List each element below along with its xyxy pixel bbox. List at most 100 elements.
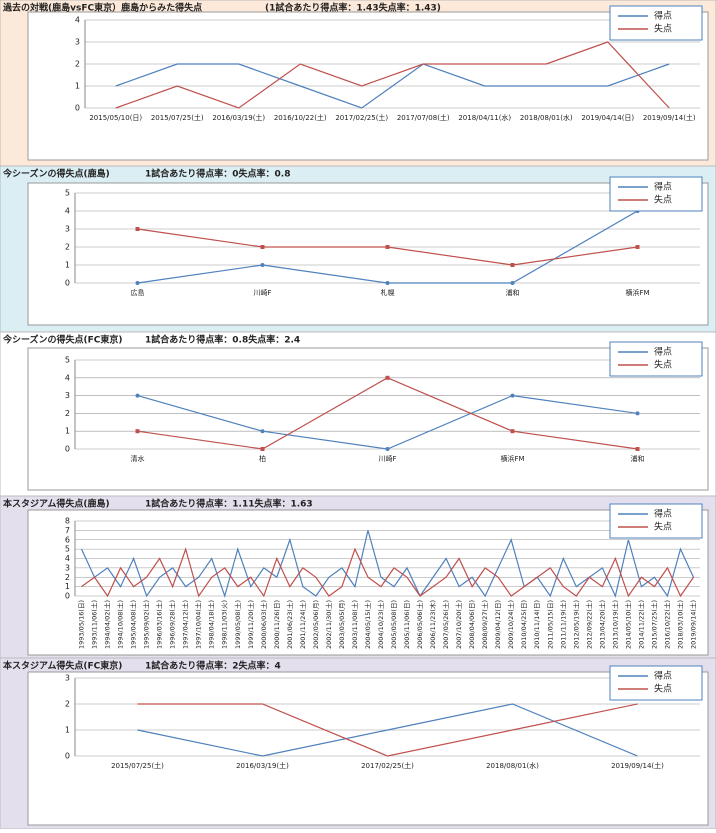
y-tick-label: 0 xyxy=(65,445,70,454)
y-tick-label: 6 xyxy=(65,535,70,544)
x-tick-label: 浦和 xyxy=(631,454,645,463)
point xyxy=(385,281,390,285)
x-tick-label: 2008/04/06(日) xyxy=(468,600,476,649)
y-tick-label: 1 xyxy=(75,82,80,91)
series-line xyxy=(115,41,670,109)
point xyxy=(510,281,515,285)
y-tick-label: 2 xyxy=(65,409,70,418)
point xyxy=(260,447,265,451)
x-tick-label: 2001/06/23(土) xyxy=(285,600,294,649)
y-tick-label: 7 xyxy=(65,526,70,535)
x-tick-label: 2019/09/14(土) xyxy=(688,600,697,649)
x-tick-label: 2001/11/24(土) xyxy=(298,600,307,649)
point xyxy=(635,411,640,416)
x-tick-label: 2005/11/06(日) xyxy=(403,600,411,649)
x-tick-label: 2017/07/08(土) xyxy=(397,113,450,122)
x-tick-label: 1998/11/03(火) xyxy=(221,600,229,649)
x-tick-label: 1994/10/08(土) xyxy=(116,600,125,649)
legend-box xyxy=(609,5,703,41)
y-tick-label: 0 xyxy=(75,104,80,113)
point xyxy=(385,375,390,380)
point xyxy=(510,429,515,434)
chart-area xyxy=(27,347,709,491)
point xyxy=(635,245,640,249)
y-tick-label: 4 xyxy=(75,16,80,25)
x-tick-label: 2018/08/01(水) xyxy=(486,761,539,770)
legend-box xyxy=(609,341,703,377)
x-tick-label: 2013/10/19(土) xyxy=(610,600,619,649)
x-tick-label: 2006/11/23(木) xyxy=(428,600,437,649)
x-tick-label: 1993/05/16(日) xyxy=(78,600,86,649)
x-tick-label: 2003/05/05(月) xyxy=(338,600,346,649)
series-line xyxy=(115,63,670,109)
series-line xyxy=(80,530,695,599)
y-tick-label: 3 xyxy=(65,225,70,234)
y-tick-label: 2 xyxy=(65,243,70,252)
x-tick-label: 2009/10/24(土) xyxy=(506,600,515,649)
x-tick-label: 2010/11/14(日) xyxy=(533,600,541,649)
chart-title: 本スタジアム得失点(鹿島) xyxy=(3,498,110,510)
chart-subtitle: 1試合あたり得点率：1.11失点率：1.63 xyxy=(145,498,313,510)
y-tick-label: 8 xyxy=(65,517,70,526)
point xyxy=(385,447,390,451)
x-tick-label: 1993/11/06(土) xyxy=(90,600,99,649)
x-tick-label: 2007/05/26(土) xyxy=(441,600,450,649)
x-tick-label: 2015/07/25(土) xyxy=(151,113,204,122)
x-tick-label: 2015/07/25(土) xyxy=(111,761,164,770)
x-tick-label: 1999/11/20(土) xyxy=(246,600,255,649)
legend-label: 得点 xyxy=(654,10,672,22)
y-tick-label: 1 xyxy=(65,726,70,735)
x-tick-label: 2010/04/25(日) xyxy=(520,600,528,649)
x-tick-label: 2011/11/19(土) xyxy=(558,600,567,649)
chart-title: 今シーズンの得失点(FC東京) xyxy=(2,334,123,346)
x-tick-label: 2008/09/27(土) xyxy=(480,600,489,649)
legend-box xyxy=(609,665,703,701)
y-tick-label: 1 xyxy=(65,582,70,591)
x-tick-label: 2016/10/22(土) xyxy=(662,600,671,649)
x-tick-label: 2016/10/22(土) xyxy=(274,113,327,122)
y-tick-label: 4 xyxy=(65,207,70,216)
x-tick-label: 2016/03/19(土) xyxy=(236,761,289,770)
x-tick-label: 1999/05/08(土) xyxy=(233,600,242,649)
chart-subtitle: (1試合あたり得点率：1.43失点率：1.43) xyxy=(265,2,441,14)
point xyxy=(135,281,140,285)
y-tick-label: 3 xyxy=(65,563,70,572)
point xyxy=(635,447,640,451)
x-tick-label: 1997/10/04(土) xyxy=(194,600,203,649)
legend-box xyxy=(609,503,703,539)
x-tick-label: 2016/03/19(土) xyxy=(212,113,265,122)
y-tick-label: 3 xyxy=(65,674,70,683)
x-tick-label: 1996/03/16(土) xyxy=(155,600,164,649)
legend-label: 失点 xyxy=(654,521,672,533)
chart-subtitle: 1試合あたり得点率：2失点率：4 xyxy=(145,660,281,672)
x-tick-label: 2003/11/08(土) xyxy=(350,600,359,649)
x-tick-label: 1994/04/02(土) xyxy=(103,600,112,649)
point xyxy=(510,263,515,267)
x-tick-label: 2005/05/08(日) xyxy=(390,600,398,649)
x-tick-label: 2002/11/30(土) xyxy=(324,600,333,649)
x-tick-label: 2013/04/20(土) xyxy=(597,600,606,649)
x-tick-label: 2009/04/12(日) xyxy=(494,600,502,649)
x-tick-label: 2014/05/10(土) xyxy=(623,600,632,649)
x-tick-label: 2011/05/15(日) xyxy=(546,600,554,649)
x-tick-label: 川崎F xyxy=(253,288,271,297)
y-tick-label: 5 xyxy=(65,545,70,554)
x-tick-label: 清水 xyxy=(131,454,145,463)
chart-title: 今シーズンの得失点(鹿島) xyxy=(2,168,110,180)
chart-subtitle: 1試合あたり得点率：0.8失点率：2.4 xyxy=(145,334,300,346)
legend-label: 失点 xyxy=(654,23,672,35)
x-tick-label: 浦和 xyxy=(506,288,520,297)
point xyxy=(260,263,265,267)
y-tick-label: 1 xyxy=(65,427,70,436)
x-tick-label: 横浜FM xyxy=(500,454,524,463)
x-tick-label: 2018/03/10(土) xyxy=(675,600,684,649)
chart-area xyxy=(27,182,709,326)
y-tick-label: 2 xyxy=(65,700,70,709)
y-tick-label: 0 xyxy=(65,752,70,761)
y-tick-label: 4 xyxy=(65,373,70,382)
chart-subtitle: 1試合あたり得点率：0失点率：0.8 xyxy=(145,168,290,180)
point xyxy=(135,227,140,231)
x-tick-label: 柏 xyxy=(259,454,266,463)
y-tick-label: 3 xyxy=(75,38,80,47)
